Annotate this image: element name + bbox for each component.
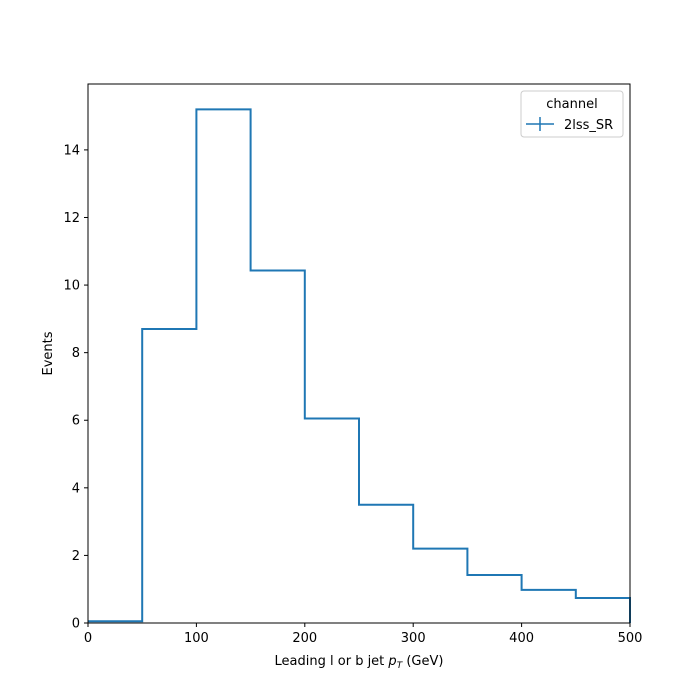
plot-area: [88, 108, 631, 623]
x-axis-label: Leading l or b jet pT (GeV): [275, 654, 444, 671]
y-tick-label: 4: [72, 481, 80, 496]
x-tick-label: 0: [84, 631, 92, 646]
legend-box: [520, 90, 624, 138]
x-axis-label-text: Leading l or b jet: [275, 654, 389, 669]
y-tick-label: 14: [63, 143, 80, 158]
y-axis-ticks: 0 2 4 6 8 10 12 14: [63, 143, 88, 632]
y-tick-label: 6: [72, 414, 80, 429]
y-tick-label: 8: [72, 346, 80, 361]
x-tick-label: 400: [509, 631, 534, 646]
legend-marker-2lss-sr: [526, 117, 554, 131]
legend-entry-2lss-sr: 2lss_SR: [564, 118, 613, 133]
x-axis-label-unit: (GeV): [402, 654, 443, 669]
x-tick-label: 200: [292, 631, 317, 646]
y-tick-label: 10: [63, 279, 80, 294]
y-tick-label: 2: [72, 549, 80, 564]
series-line-0: [88, 108, 631, 623]
x-axis-ticks: 0 100 200 300 400 500: [84, 623, 643, 646]
axes-frame: [87, 83, 631, 624]
y-tick-label: 0: [72, 617, 80, 632]
y-tick-label: 12: [63, 211, 80, 226]
x-tick-label: 500: [618, 631, 643, 646]
x-axis-label-math: p: [387, 654, 396, 669]
y-axis-label: Events: [41, 331, 56, 375]
legend: channel 2lss_SR: [520, 90, 624, 138]
legend-title: channel: [546, 97, 597, 112]
x-axis-label-subscript: T: [397, 661, 404, 671]
x-tick-label: 300: [401, 631, 426, 646]
x-tick-label: 100: [184, 631, 209, 646]
